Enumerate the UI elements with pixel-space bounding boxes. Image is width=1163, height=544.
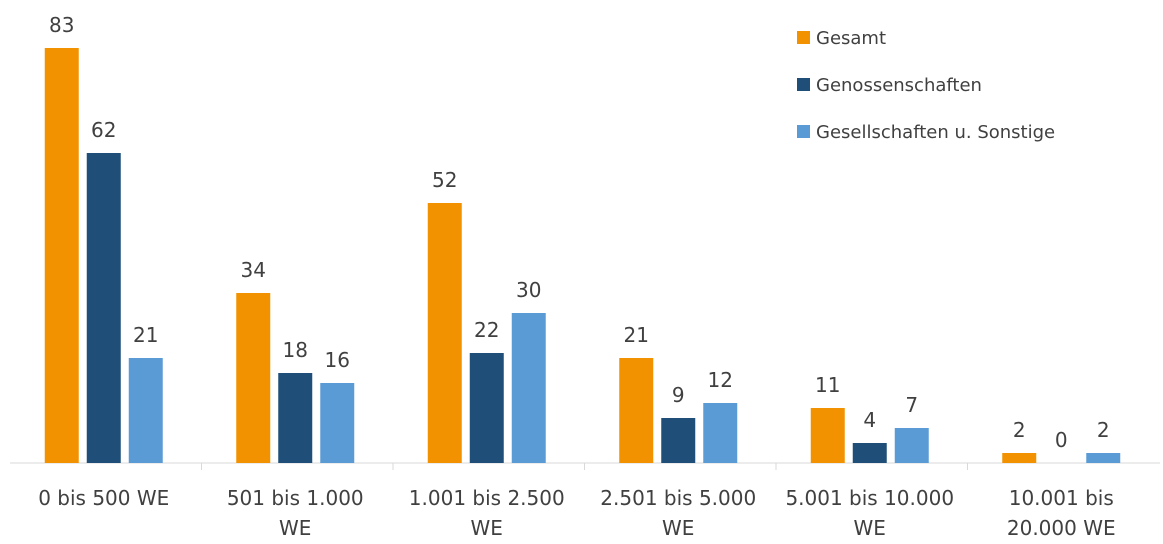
data-label-5-2: 2	[1097, 418, 1110, 442]
bar-3-2	[703, 403, 738, 463]
bar-2-2	[511, 313, 546, 463]
category-label-4: 5.001 bis 10.000 WE	[785, 486, 954, 540]
bar-5-2	[1086, 453, 1121, 463]
legend-label-2: Gesellschaften u. Sonstige	[816, 122, 1055, 143]
data-label-3-2: 12	[708, 368, 733, 392]
bar-0-0	[44, 48, 79, 463]
bar-1-0	[236, 293, 271, 463]
data-label-0-1: 62	[91, 118, 116, 142]
data-label-5-0: 2	[1013, 418, 1026, 442]
data-label-4-2: 7	[905, 393, 918, 417]
legend: Gesamt Genossenschaften Gesellschaften u. …	[797, 28, 1055, 143]
category-label-5: 10.001 bis 20.000 WE	[1007, 486, 1116, 540]
bar-0-1	[86, 153, 121, 463]
category-label-1: 501 bis 1.000 WE	[227, 486, 364, 540]
legend-label-1: Genossenschaften	[816, 75, 982, 96]
bar-4-2	[894, 428, 929, 463]
bar-3-0	[619, 358, 654, 463]
data-label-1-2: 16	[325, 348, 350, 372]
bar-3-1	[661, 418, 696, 463]
data-label-5-1: 0	[1055, 428, 1068, 452]
legend-swatch-0	[797, 31, 810, 44]
data-label-2-0: 52	[432, 168, 457, 192]
data-label-4-1: 4	[863, 408, 876, 432]
x-axis-ticks	[201, 463, 968, 470]
data-label-1-0: 34	[241, 258, 266, 282]
bar-0-2	[128, 358, 163, 463]
data-label-1-1: 18	[283, 338, 308, 362]
bar-2-0	[427, 203, 462, 463]
data-labels-group: 83 62 21 34 18 16 52 22 30 21 9 12 11 4 7 2 0 2	[49, 13, 1110, 452]
legend-swatch-2	[797, 125, 810, 138]
data-label-2-1: 22	[474, 318, 499, 342]
bar-5-0	[1002, 453, 1037, 463]
bar-4-0	[810, 408, 845, 463]
data-label-0-0: 83	[49, 13, 74, 37]
data-label-3-1: 9	[672, 383, 685, 407]
bars-group	[44, 48, 1121, 463]
data-label-4-0: 11	[815, 373, 840, 397]
bar-2-1	[469, 353, 504, 463]
category-label-0: 0 bis 500 WE	[38, 486, 169, 510]
category-labels-group: 0 bis 500 WE 501 bis 1.000 WE 1.001 bis 2.5…	[38, 486, 1115, 540]
data-label-2-2: 30	[516, 278, 541, 302]
bar-1-1	[278, 373, 313, 463]
legend-swatch-1	[797, 78, 810, 91]
data-label-0-2: 21	[133, 323, 158, 347]
data-label-3-0: 21	[624, 323, 649, 347]
bar-1-2	[320, 383, 355, 463]
bar-4-1	[852, 443, 887, 463]
category-label-2: 1.001 bis 2.500 WE	[409, 486, 565, 540]
category-label-3: 2.501 bis 5.000 WE	[600, 486, 756, 540]
legend-label-0: Gesamt	[816, 28, 886, 49]
